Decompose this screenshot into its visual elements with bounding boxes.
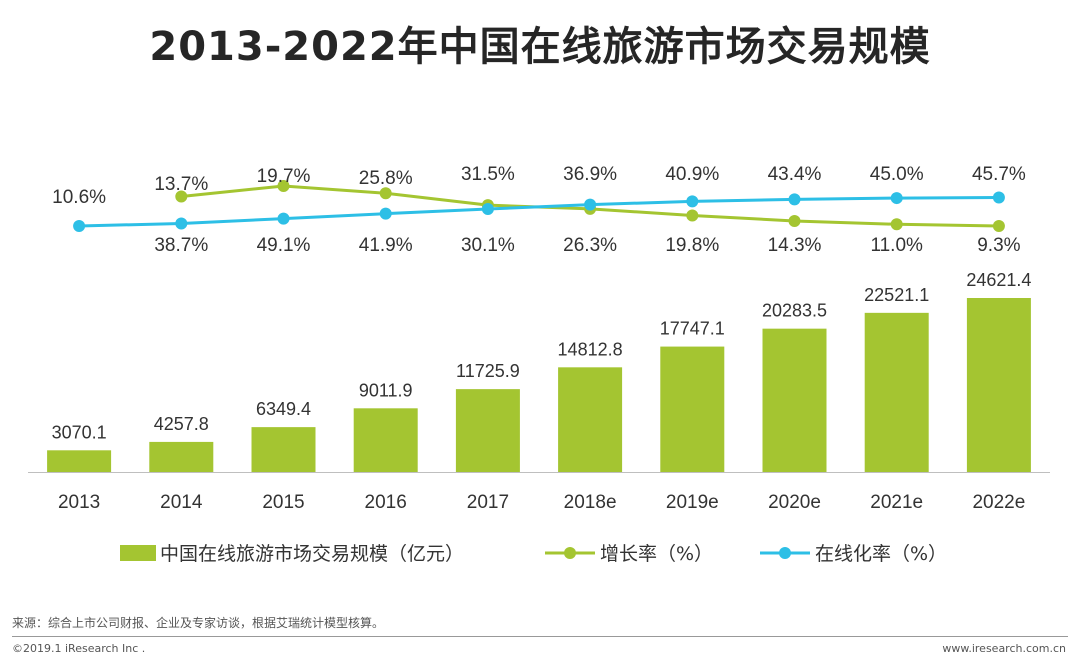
- growth-rate-label-2014: 38.7%: [154, 235, 208, 256]
- growth-rate-point-2016: [379, 187, 392, 200]
- bar-label-2021e: 22521.1: [864, 285, 929, 305]
- bar-2022e: [966, 298, 1031, 472]
- growth-rate-label-2021e: 11.0%: [870, 235, 923, 256]
- bar-2020e: [762, 328, 827, 472]
- bar-label-2022e: 24621.4: [966, 270, 1031, 290]
- bar-2021e: [864, 312, 929, 472]
- growth-rate-label-2020e: 14.3%: [768, 235, 822, 256]
- bar-2015: [251, 427, 316, 472]
- bar-2013: [47, 450, 112, 472]
- online-rate-label-2017: 31.5%: [461, 164, 515, 185]
- online-rate-point-2021e: [890, 192, 903, 205]
- bar-label-2020e: 20283.5: [762, 301, 827, 321]
- bar-2019e: [660, 346, 725, 472]
- online-rate-label-2021e: 45.0%: [870, 164, 924, 185]
- online-rate-label-2013: 10.6%: [52, 187, 106, 208]
- online-rate-point-2018e: [584, 198, 597, 211]
- bar-label-2013: 3070.1: [52, 422, 107, 442]
- x-tick-label-2018e: 2018e: [564, 492, 617, 513]
- online-rate-point-2022e: [992, 191, 1005, 204]
- legend-marker-online: [779, 547, 791, 559]
- legend-swatch-bar: [120, 545, 156, 561]
- online-rate-label-2014: 13.7%: [154, 174, 208, 195]
- bar-2016: [353, 408, 418, 472]
- online-rate-point-2017: [481, 203, 494, 216]
- growth-rate-label-2019e: 19.8%: [665, 235, 719, 256]
- x-tick-label-2021e: 2021e: [870, 492, 923, 513]
- growth-rate-point-2022e: [992, 220, 1005, 232]
- growth-rate-label-2015: 49.1%: [257, 235, 311, 256]
- online-rate-point-2015: [277, 212, 290, 225]
- online-rate-label-2015: 19.7%: [257, 166, 311, 187]
- online-rate-point-2019e: [686, 195, 699, 208]
- bar-2017: [455, 389, 520, 472]
- growth-rate-point-2020e: [788, 214, 801, 227]
- x-tick-label-2015: 2015: [262, 492, 304, 513]
- copyright-text: ©2019.1 iResearch Inc .: [12, 642, 146, 655]
- bar-label-2018e: 14812.8: [558, 339, 623, 359]
- bar-2018e: [558, 367, 623, 472]
- x-tick-label-2020e: 2020e: [768, 492, 821, 513]
- x-tick-label-2014: 2014: [160, 492, 203, 513]
- online-rate-label-2016: 25.8%: [359, 168, 413, 189]
- growth-rate-label-2018e: 26.3%: [563, 235, 617, 256]
- growth-rate-label-2022e: 9.3%: [977, 235, 1020, 256]
- chart-title: 2013-2022年中国在线旅游市场交易规模: [149, 24, 931, 70]
- website-link[interactable]: www.iresearch.com.cn: [942, 642, 1066, 655]
- online-rate-point-2014: [175, 217, 188, 230]
- legend-label-online: 在线化率（%）: [815, 543, 947, 565]
- bar-label-2015: 6349.4: [256, 399, 311, 419]
- online-rate-label-2018e: 36.9%: [563, 164, 617, 185]
- source-note: 来源：综合上市公司财报、企业及专家访谈，根据艾瑞统计模型核算。: [12, 616, 385, 630]
- x-tick-label-2019e: 2019e: [666, 492, 719, 513]
- online-rate-label-2019e: 40.9%: [665, 164, 719, 185]
- bar-label-2019e: 17747.1: [660, 319, 725, 339]
- legend-label-growth: 增长率（%）: [600, 543, 713, 565]
- legend-marker-growth: [564, 547, 576, 559]
- chart: 3070.1 4257.8 6349.4 9011.9 11725.9 14812.8 17…: [28, 164, 1050, 565]
- bar-label-2014: 4257.8: [154, 414, 209, 434]
- x-tick-label-2022e: 2022e: [972, 492, 1025, 513]
- bar-2014: [149, 441, 214, 472]
- online-rate-point-2016: [379, 207, 392, 220]
- x-tick-label-2013: 2013: [58, 492, 100, 513]
- online-rate-point-2013: [73, 220, 86, 232]
- growth-rate-point-2021e: [890, 218, 903, 231]
- online-rate-line: [79, 196, 999, 228]
- x-tick-label-2017: 2017: [467, 492, 509, 513]
- growth-rate-point-2019e: [686, 209, 699, 222]
- bar-label-2016: 9011.9: [359, 380, 413, 400]
- online-rate-label-2020e: 43.4%: [768, 164, 822, 185]
- bar-label-2017: 11725.9: [456, 361, 520, 381]
- online-rate-point-2020e: [788, 193, 801, 206]
- growth-rate-point-2015: [277, 180, 290, 192]
- growth-rate-point-2014: [175, 190, 188, 203]
- x-tick-label-2016: 2016: [365, 492, 407, 513]
- footer-divider: [12, 636, 1068, 637]
- online-rate-label-2022e: 45.7%: [972, 164, 1026, 185]
- growth-rate-label-2016: 41.9%: [359, 235, 413, 256]
- growth-rate-label-2017: 30.1%: [461, 235, 515, 256]
- legend-label-bar: 中国在线旅游市场交易规模（亿元）: [160, 543, 464, 565]
